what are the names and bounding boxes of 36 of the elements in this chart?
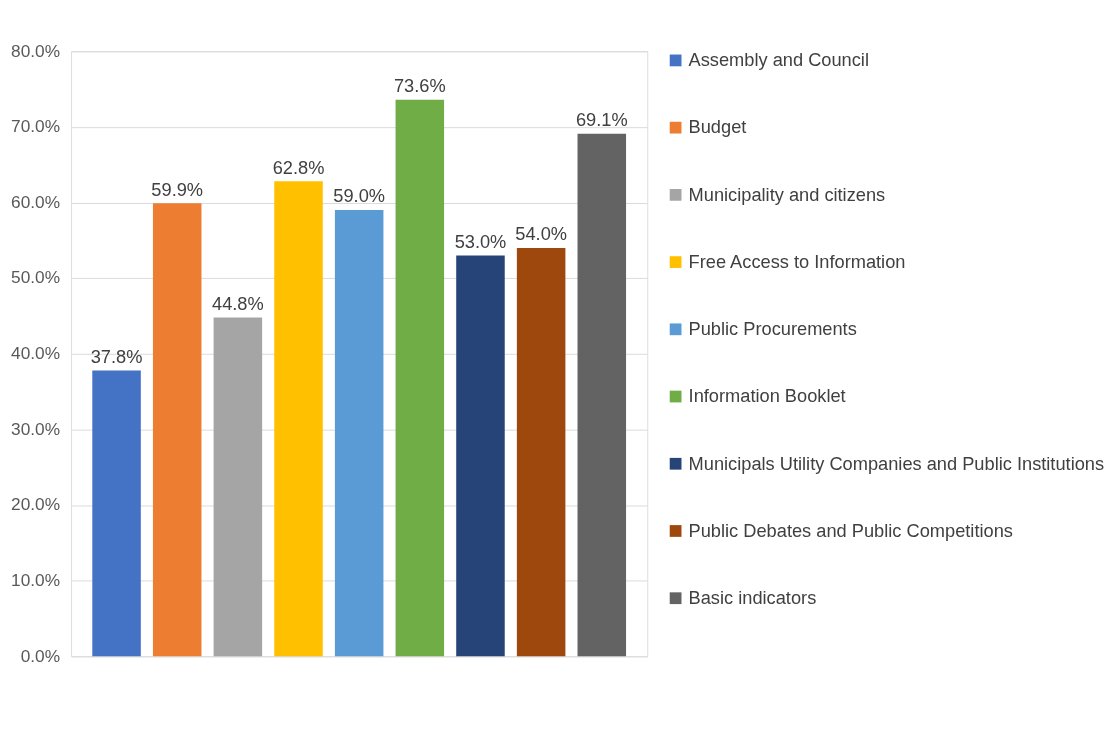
y-tick-label: 20.0% [11,494,61,515]
bar [577,133,627,657]
data-label: 62.8% [272,156,325,178]
legend-label: Public Debates and Public Competitions [688,519,1013,541]
data-label: 69.1% [575,109,628,131]
data-label: 59.9% [151,178,204,200]
legend-label: Free Access to Information [688,250,906,272]
bar [92,370,141,657]
bar [334,210,384,657]
bar [152,203,202,657]
legend-label: Municipals Utility Companies and Public Institutions [688,452,1105,474]
data-label: 59.0% [333,185,386,207]
y-tick-label: 0.0% [20,645,61,666]
data-label: 54.0% [515,223,567,245]
legend-label: Public Procurements [688,318,857,340]
data-label: 73.6% [393,75,446,97]
y-tick-label: 30.0% [11,418,61,439]
data-label: 53.0% [454,230,507,252]
bar [395,99,445,657]
legend-label: Basic indicators [688,586,817,608]
legend-label: Budget [688,116,747,138]
y-tick-label: 10.0% [11,569,61,590]
y-tick-label: 70.0% [11,116,61,137]
bar [516,247,566,657]
y-tick-label: 50.0% [11,267,61,288]
legend-label: Municipality and citizens [688,183,886,205]
legend-label: Assembly and Council [688,49,869,71]
data-label: 44.8% [212,292,264,314]
y-tick-label: 80.0% [11,40,61,61]
bar [456,255,505,657]
y-tick-label: 40.0% [11,343,61,364]
bar [213,317,263,657]
y-tick-label: 60.0% [11,191,61,212]
bar [274,181,323,657]
legend-label: Information Booklet [688,385,846,407]
data-label: 37.8% [90,345,143,367]
